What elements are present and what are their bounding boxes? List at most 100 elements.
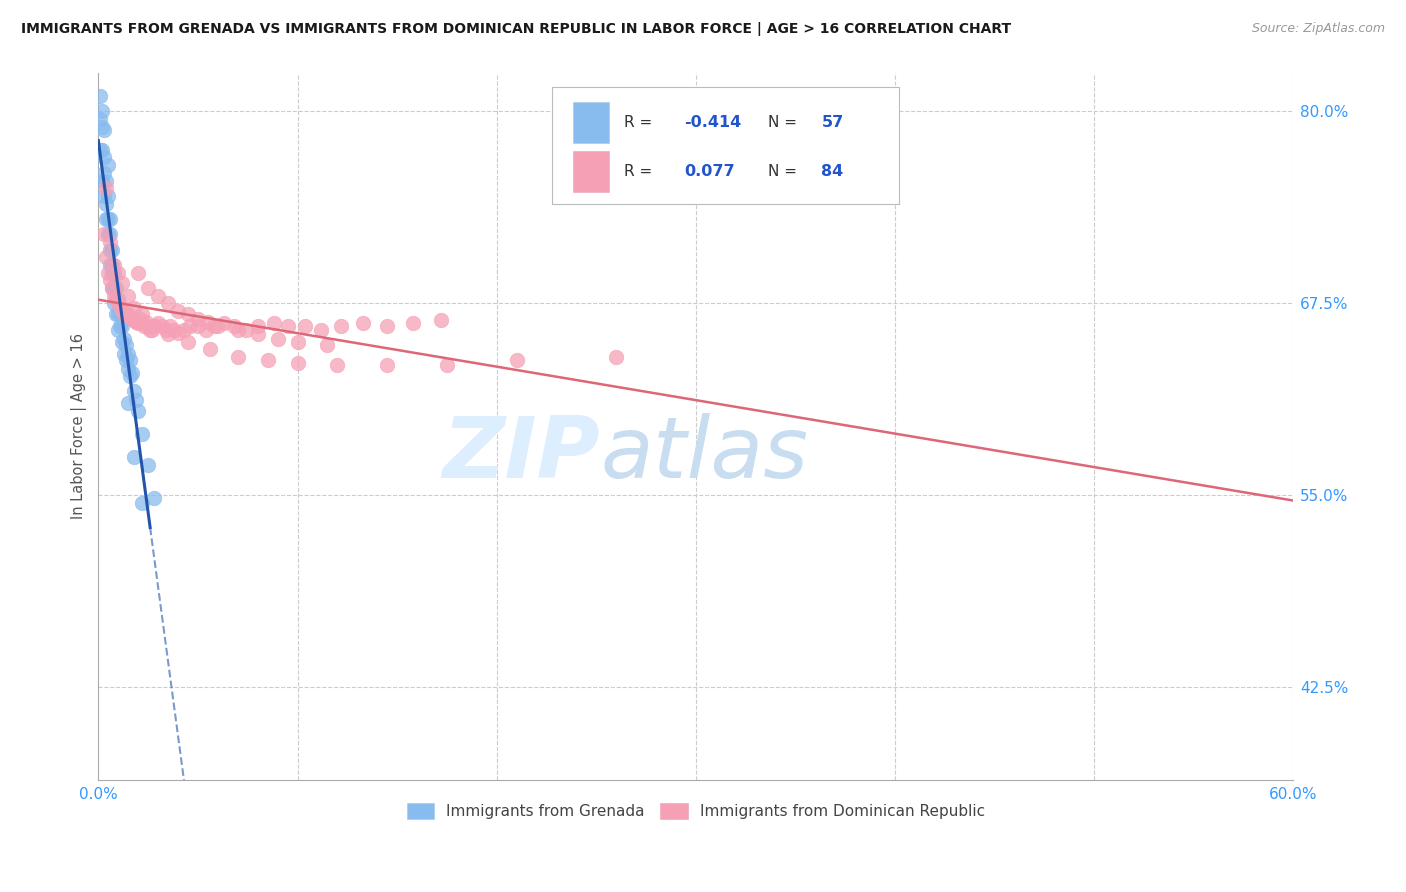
Point <box>103 289 125 303</box>
Point <box>103 258 125 272</box>
Point <box>402 317 425 331</box>
Point <box>326 358 349 372</box>
Text: R =: R = <box>624 164 662 179</box>
Point <box>167 326 190 340</box>
Point <box>91 143 114 157</box>
Point <box>136 281 159 295</box>
Point <box>125 393 148 408</box>
Point <box>202 319 225 334</box>
Point <box>91 173 114 187</box>
Point <box>187 311 209 326</box>
Point <box>111 319 134 334</box>
Point <box>122 384 145 398</box>
Point <box>194 322 217 336</box>
Point <box>136 458 159 472</box>
Point <box>294 319 316 334</box>
Point <box>127 404 149 418</box>
Point <box>155 322 177 336</box>
Point <box>93 189 115 203</box>
Point <box>103 266 125 280</box>
Bar <box>572 152 609 193</box>
Point <box>143 491 166 506</box>
Text: N =: N = <box>768 115 801 130</box>
Point <box>96 181 118 195</box>
Point <box>131 317 153 331</box>
Point <box>93 123 115 137</box>
Point <box>93 151 115 165</box>
Point <box>330 319 353 334</box>
Point <box>112 307 135 321</box>
Point <box>143 319 166 334</box>
Point <box>112 347 135 361</box>
Point <box>117 362 139 376</box>
Point <box>111 304 134 318</box>
Point <box>605 350 627 364</box>
Point <box>117 289 139 303</box>
Point <box>107 266 129 280</box>
Point <box>110 300 132 314</box>
Point <box>125 315 148 329</box>
Text: atlas: atlas <box>600 413 808 496</box>
Point <box>97 211 120 226</box>
Point <box>91 120 114 134</box>
Point <box>117 307 139 321</box>
Point <box>159 319 181 334</box>
Point <box>110 307 132 321</box>
Point <box>179 319 201 334</box>
Point <box>263 317 285 331</box>
Point <box>105 281 128 295</box>
Point <box>89 89 111 103</box>
Point <box>187 319 209 334</box>
Point <box>96 173 118 187</box>
Point <box>101 266 124 280</box>
Point <box>98 235 121 249</box>
Point <box>107 296 129 310</box>
Point <box>107 322 129 336</box>
Point <box>103 281 125 295</box>
Point <box>97 158 120 172</box>
Point <box>93 227 115 242</box>
Point <box>246 319 269 334</box>
FancyBboxPatch shape <box>553 87 898 203</box>
Point <box>103 296 125 310</box>
Point <box>131 307 153 321</box>
Point <box>120 368 142 383</box>
Point <box>146 289 169 303</box>
Point <box>98 227 121 242</box>
Point <box>96 196 118 211</box>
Point <box>97 266 120 280</box>
Point <box>105 307 128 321</box>
Point <box>93 166 115 180</box>
Point <box>157 327 180 342</box>
Point <box>117 396 139 410</box>
Point <box>226 350 249 364</box>
Point <box>98 258 121 272</box>
Point <box>430 313 453 327</box>
Point <box>101 243 124 257</box>
Point <box>235 322 257 336</box>
Point <box>107 307 129 321</box>
Point <box>98 243 121 257</box>
Text: Source: ZipAtlas.com: Source: ZipAtlas.com <box>1251 22 1385 36</box>
Point <box>91 104 114 119</box>
Point <box>207 319 229 334</box>
Point <box>150 319 173 334</box>
Text: ZIP: ZIP <box>443 413 600 496</box>
Point <box>287 356 309 370</box>
Point <box>96 250 118 264</box>
Point <box>246 327 269 342</box>
Point <box>101 258 124 272</box>
Point <box>97 227 120 242</box>
Point <box>110 319 132 334</box>
Point <box>177 307 200 321</box>
Point <box>98 273 121 287</box>
Text: 57: 57 <box>821 115 844 130</box>
Point <box>107 292 129 306</box>
Point <box>352 317 374 331</box>
Point <box>212 317 235 331</box>
Point <box>89 143 111 157</box>
Point <box>131 427 153 442</box>
Point <box>111 334 134 349</box>
Point <box>146 317 169 331</box>
Point <box>505 353 527 368</box>
